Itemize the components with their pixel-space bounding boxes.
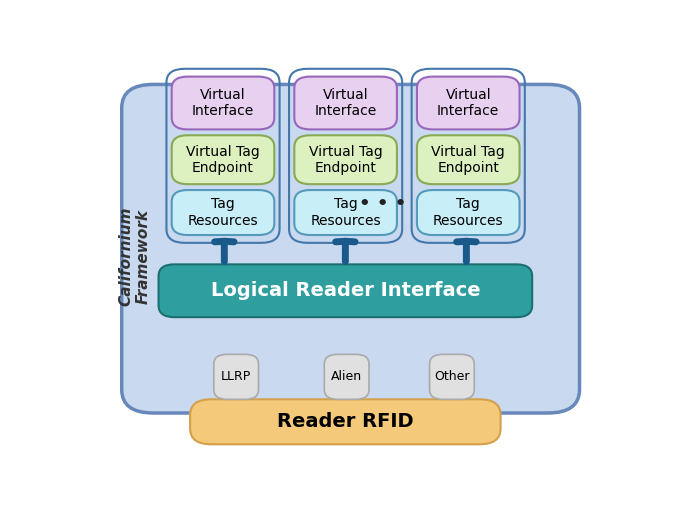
FancyBboxPatch shape [159,264,532,317]
Text: Virtual
Interface: Virtual Interface [437,88,499,118]
Text: • • •: • • • [359,195,406,213]
Text: Virtual Tag
Endpoint: Virtual Tag Endpoint [186,145,260,175]
Text: Tag
Resources: Tag Resources [433,198,504,228]
Text: Virtual Tag
Endpoint: Virtual Tag Endpoint [309,145,382,175]
Text: LLRP: LLRP [221,370,251,384]
Text: Virtual Tag
Endpoint: Virtual Tag Endpoint [431,145,505,175]
FancyBboxPatch shape [417,190,519,235]
FancyBboxPatch shape [122,84,579,413]
Text: Tag
Resources: Tag Resources [310,198,381,228]
Text: Reader RFID: Reader RFID [277,412,414,431]
FancyBboxPatch shape [172,77,274,130]
Text: Virtual
Interface: Virtual Interface [192,88,254,118]
Text: Californium
Framework: Californium Framework [119,207,151,306]
FancyBboxPatch shape [325,355,369,399]
FancyBboxPatch shape [294,135,397,184]
FancyBboxPatch shape [294,77,397,130]
Text: Alien: Alien [331,370,362,384]
Text: Logical Reader Interface: Logical Reader Interface [210,281,480,300]
FancyBboxPatch shape [417,77,519,130]
FancyBboxPatch shape [190,399,500,444]
FancyBboxPatch shape [417,135,519,184]
Text: Other: Other [434,370,470,384]
Text: Tag
Resources: Tag Resources [187,198,258,228]
FancyBboxPatch shape [294,190,397,235]
FancyBboxPatch shape [430,355,474,399]
FancyBboxPatch shape [214,355,259,399]
FancyBboxPatch shape [172,190,274,235]
Text: Virtual
Interface: Virtual Interface [314,88,377,118]
FancyBboxPatch shape [172,135,274,184]
